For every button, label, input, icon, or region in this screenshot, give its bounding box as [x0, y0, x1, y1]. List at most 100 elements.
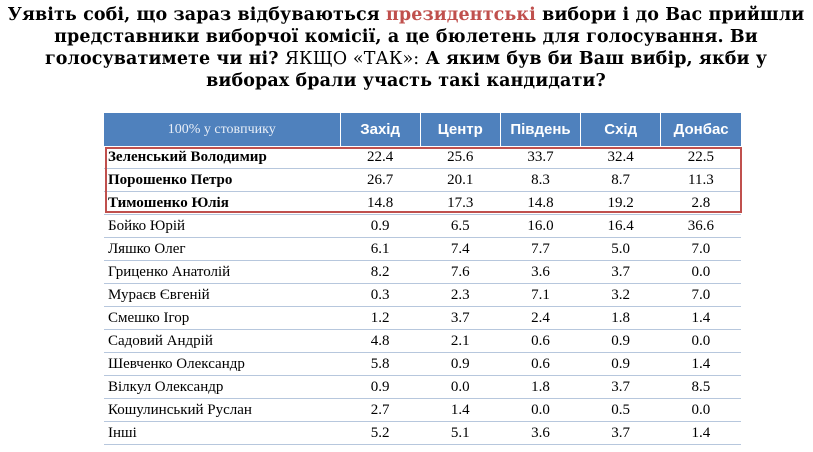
- table-row: Тимошенко Юлія 14.8 17.3 14.8 19.2 2.8: [104, 191, 741, 215]
- value-cell: 36.6: [660, 214, 741, 238]
- value-cell: 3.6: [500, 421, 581, 445]
- value-cell: 8.3: [500, 168, 581, 192]
- candidate-name: Смешко Ігор: [104, 306, 341, 330]
- value-cell: 5.8: [340, 352, 421, 376]
- header-row: 100% у стовпчику Захід Центр Південь Схі…: [104, 113, 741, 146]
- table-row: Кошулинський Руслан 2.7 1.4 0.0 0.5 0.0: [104, 398, 741, 422]
- value-cell: 22.5: [660, 146, 741, 169]
- value-cell: 0.0: [660, 260, 741, 284]
- value-cell: 14.8: [500, 191, 581, 215]
- value-cell: 25.6: [420, 146, 501, 169]
- value-cell: 32.4: [580, 146, 661, 169]
- table-row: Ляшко Олег 6.1 7.4 7.7 5.0 7.0: [104, 237, 741, 261]
- table-row: Порошенко Петро 26.7 20.1 8.3 8.7 11.3: [104, 168, 741, 192]
- value-cell: 5.2: [340, 421, 421, 445]
- value-cell: 0.0: [500, 398, 581, 422]
- value-cell: 2.1: [420, 329, 501, 353]
- column-header: Південь: [500, 113, 582, 146]
- candidate-name: Ляшко Олег: [104, 237, 341, 261]
- value-cell: 4.8: [340, 329, 421, 353]
- value-cell: 17.3: [420, 191, 501, 215]
- candidate-name: Порошенко Петро: [104, 168, 341, 192]
- value-cell: 0.9: [420, 352, 501, 376]
- results-table: 100% у стовпчику Захід Центр Південь Схі…: [104, 113, 741, 445]
- value-cell: 5.1: [420, 421, 501, 445]
- value-cell: 16.0: [500, 214, 581, 238]
- column-header: Захід: [340, 113, 421, 146]
- candidate-name: Зеленський Володимир: [104, 146, 341, 169]
- candidate-name: Кошулинський Руслан: [104, 398, 341, 422]
- corner-label: 100% у стовпчику: [104, 113, 341, 146]
- candidate-name: Тимошенко Юлія: [104, 191, 341, 215]
- value-cell: 0.6: [500, 352, 581, 376]
- value-cell: 3.7: [580, 375, 661, 399]
- value-cell: 0.6: [500, 329, 581, 353]
- value-cell: 33.7: [500, 146, 581, 169]
- value-cell: 2.3: [420, 283, 501, 307]
- question-part2: вибори і до Вас прийшли представники виб…: [44, 5, 805, 69]
- value-cell: 7.4: [420, 237, 501, 261]
- value-cell: 19.2: [580, 191, 661, 215]
- table-row: Шевченко Олександр 5.8 0.9 0.6 0.9 1.4: [104, 352, 741, 376]
- value-cell: 2.7: [340, 398, 421, 422]
- column-header: Схід: [580, 113, 662, 146]
- value-cell: 22.4: [340, 146, 421, 169]
- value-cell: 0.0: [420, 375, 501, 399]
- value-cell: 0.9: [580, 352, 661, 376]
- value-cell: 0.9: [340, 375, 421, 399]
- candidate-name: Шевченко Олександр: [104, 352, 341, 376]
- value-cell: 5.0: [580, 237, 661, 261]
- value-cell: 1.8: [500, 375, 581, 399]
- value-cell: 1.2: [340, 306, 421, 330]
- candidate-name: Гриценко Анатолій: [104, 260, 341, 284]
- value-cell: 0.9: [580, 329, 661, 353]
- table-row: Смешко Ігор 1.2 3.7 2.4 1.8 1.4: [104, 306, 741, 330]
- candidate-name: Вілкул Олександр: [104, 375, 341, 399]
- table-body: Зеленський Володимир 22.4 25.6 33.7 32.4 22.5…: [104, 146, 741, 445]
- value-cell: 6.5: [420, 214, 501, 238]
- value-cell: 6.1: [340, 237, 421, 261]
- value-cell: 0.9: [340, 214, 421, 238]
- value-cell: 7.1: [500, 283, 581, 307]
- value-cell: 3.6: [500, 260, 581, 284]
- value-cell: 0.3: [340, 283, 421, 307]
- table-row: Мураєв Євгеній 0.3 2.3 7.1 3.2 7.0: [104, 283, 741, 307]
- value-cell: 14.8: [340, 191, 421, 215]
- value-cell: 16.4: [580, 214, 661, 238]
- question-condition: ЯКЩО «ТАК»:: [284, 49, 420, 69]
- table-row: Бойко Юрій 0.9 6.5 16.0 16.4 36.6: [104, 214, 741, 238]
- value-cell: 3.7: [580, 260, 661, 284]
- candidate-name: Бойко Юрій: [104, 214, 341, 238]
- table-row: Садовий Андрій 4.8 2.1 0.6 0.9 0.0: [104, 329, 741, 353]
- value-cell: 26.7: [340, 168, 421, 192]
- table-row: Вілкул Олександр 0.9 0.0 1.8 3.7 8.5: [104, 375, 741, 399]
- question-part1: Уявіть собі, що зараз відбуваються: [7, 5, 386, 25]
- question-highlight: президентські: [385, 5, 536, 25]
- value-cell: 7.6: [420, 260, 501, 284]
- candidate-name: Інші: [104, 421, 341, 445]
- value-cell: 1.4: [660, 421, 741, 445]
- value-cell: 0.0: [660, 329, 741, 353]
- table-row: Інші 5.2 5.1 3.6 3.7 1.4: [104, 421, 741, 445]
- value-cell: 8.7: [580, 168, 661, 192]
- value-cell: 3.7: [580, 421, 661, 445]
- value-cell: 1.4: [660, 306, 741, 330]
- question-part3: А яким був би Ваш вибір, якби у виборах …: [206, 49, 768, 91]
- value-cell: 0.5: [580, 398, 661, 422]
- value-cell: 7.0: [660, 283, 741, 307]
- survey-question: Уявіть собі, що зараз відбуваються прези…: [6, 4, 806, 92]
- value-cell: 0.0: [660, 398, 741, 422]
- value-cell: 1.8: [580, 306, 661, 330]
- value-cell: 20.1: [420, 168, 501, 192]
- value-cell: 8.2: [340, 260, 421, 284]
- value-cell: 1.4: [420, 398, 501, 422]
- column-header: Донбас: [660, 113, 741, 146]
- candidate-name: Мураєв Євгеній: [104, 283, 341, 307]
- value-cell: 2.4: [500, 306, 581, 330]
- value-cell: 7.0: [660, 237, 741, 261]
- value-cell: 11.3: [660, 168, 741, 192]
- value-cell: 2.8: [660, 191, 741, 215]
- candidate-name: Садовий Андрій: [104, 329, 341, 353]
- value-cell: 3.7: [420, 306, 501, 330]
- value-cell: 7.7: [500, 237, 581, 261]
